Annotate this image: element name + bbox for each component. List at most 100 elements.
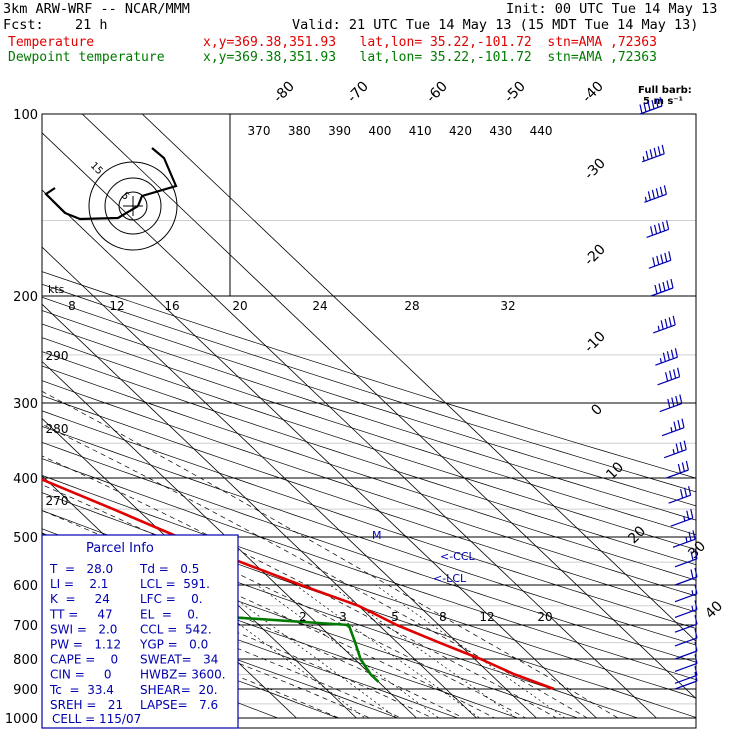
profile-annotation: M <box>372 529 382 542</box>
pressure-tick-label: 300 <box>13 397 38 412</box>
parcel-row-left: SWI = 2.0 <box>50 622 117 636</box>
parcel-row-left: LI = 2.1 <box>50 577 108 591</box>
forecast-label: Fcst: <box>3 17 44 33</box>
isotherm-tick-label: -60 <box>423 78 450 105</box>
isotherm-tick-label: -10 <box>581 328 608 355</box>
theta-tick-label: 380 <box>288 124 311 138</box>
wind-barb <box>657 367 681 386</box>
parcel-row-left: SREH = 21 <box>50 698 123 712</box>
dry-adiabat-line <box>42 425 696 646</box>
wind-barb <box>655 348 678 366</box>
isotherm-tick-label: 10 <box>603 459 627 483</box>
theta-tick-label: 430 <box>489 124 512 138</box>
hodo-trace <box>136 147 178 207</box>
isotherm-tick-label: -40 <box>579 78 606 105</box>
model-title: 3km ARW-WRF -- NCAR/MMM <box>3 1 190 17</box>
mixing-ratio-line <box>256 584 443 719</box>
dry-adiabat-line <box>42 410 696 629</box>
mixing-ratio-label: 8 <box>439 610 447 624</box>
dry-adiabat-line <box>42 606 360 719</box>
isotherm-line <box>81 114 696 700</box>
parcel-row-right: SWEAT= 34 <box>140 653 218 667</box>
pressure-tick-label: 900 <box>13 683 38 698</box>
dry-adiabat-line <box>42 441 696 663</box>
wind-barb <box>674 666 698 684</box>
pressure-tick-label: 800 <box>13 653 38 668</box>
dry-adiabat-line <box>42 380 696 597</box>
hodo-trace <box>44 187 139 221</box>
temperature-profile <box>42 478 555 691</box>
parcel-row-right: YGP = 0.0 <box>139 638 208 652</box>
parcel-info-box: Parcel Info T = 28.0 Td = 0.5 LI = 2.1 LCL … <box>41 534 239 729</box>
moist-adiabat-line <box>42 390 627 719</box>
parcel-row-left: CAPE = 0 <box>50 653 118 667</box>
wind-barb <box>674 567 698 586</box>
wind-barb <box>666 460 689 479</box>
mixing-ratio-label: 3 <box>339 610 347 624</box>
hodo-units-label: kts <box>48 283 65 296</box>
parcel-row-left: PW = 1.12 <box>50 638 121 652</box>
hodo-speed-label: 12 <box>109 299 124 313</box>
isotherm-line <box>42 303 477 719</box>
isotherm-line <box>42 246 537 719</box>
dry-adiabat-line <box>42 458 696 681</box>
wind-barb <box>661 418 685 437</box>
hodo-speed-label: 20 <box>232 299 247 313</box>
mixing-ratio-label: 5 <box>391 610 399 624</box>
wind-barb <box>674 671 698 690</box>
hodo-speed-label: 8 <box>68 299 76 313</box>
wind-barb <box>674 641 698 660</box>
parcel-row-right: EL = 0. <box>140 607 199 621</box>
mixing-ratio-line <box>295 584 484 719</box>
mixing-ratio-label: 20 <box>537 610 552 624</box>
wind-barb <box>672 530 696 548</box>
pressure-tick-label: 200 <box>13 290 38 305</box>
hodo-ring <box>118 191 148 221</box>
wind-barb <box>674 654 698 672</box>
mixing-ratio-line <box>329 584 521 719</box>
theta-left-label: 290 <box>46 349 69 363</box>
parcel-row-right: Td = 0.5 <box>139 562 199 576</box>
hodo-ring <box>104 177 162 235</box>
hodo-speed-label: 32 <box>500 299 515 313</box>
dry-adiabat-line <box>42 296 696 507</box>
dry-adiabat-line <box>42 351 696 566</box>
parcel-row-right: SHEAR= 20. <box>140 683 218 697</box>
dry-adiabat-line <box>42 492 696 718</box>
isotherm-tick-label: 20 <box>625 523 649 547</box>
wind-barb <box>674 584 698 603</box>
wind-barb <box>646 220 670 238</box>
wind-barb <box>668 486 692 504</box>
isotherm-tick-label: 0 <box>588 401 606 419</box>
wind-barbs <box>639 96 698 690</box>
mixing-ratio-label: 2 <box>299 610 307 624</box>
theta-tick-label: 370 <box>248 124 271 138</box>
isotherm-line <box>42 132 657 719</box>
wind-barb <box>648 251 672 269</box>
parcel-cell: CELL = 115/07 <box>52 712 141 726</box>
isotherm-tick-label: -20 <box>581 241 608 268</box>
dry-adiabat-line <box>42 395 696 613</box>
wind-barb <box>641 144 665 163</box>
wind-barb <box>650 278 674 297</box>
hodo-ring <box>88 161 178 251</box>
isotherm-line <box>141 114 696 642</box>
isotherm-tick-label: -50 <box>501 78 528 105</box>
valid-time: Valid: 21 UTC Tue 14 May 13 (15 MDT Tue … <box>292 17 699 33</box>
pressure-tick-label: 400 <box>13 472 38 487</box>
dry-adiabat-line <box>42 475 696 699</box>
dry-adiabat-line <box>42 323 696 536</box>
isotherm-tick-label: -80 <box>270 78 297 105</box>
wind-barb <box>639 96 663 115</box>
isotherm-tick-label: 40 <box>702 598 726 622</box>
wind-barb <box>674 628 698 647</box>
wind-barb <box>674 615 698 633</box>
mixing-ratio-line <box>375 584 570 719</box>
parcel-info-title: Parcel Info <box>86 541 154 556</box>
dry-adiabat-line <box>42 365 696 581</box>
parcel-row-right: LFC = 0. <box>140 592 203 606</box>
dewpoint-location: x,y=369.38,351.93 lat,lon= 35.22,-101.72… <box>203 50 657 65</box>
wind-barb <box>652 315 676 334</box>
plot-border <box>41 113 697 729</box>
